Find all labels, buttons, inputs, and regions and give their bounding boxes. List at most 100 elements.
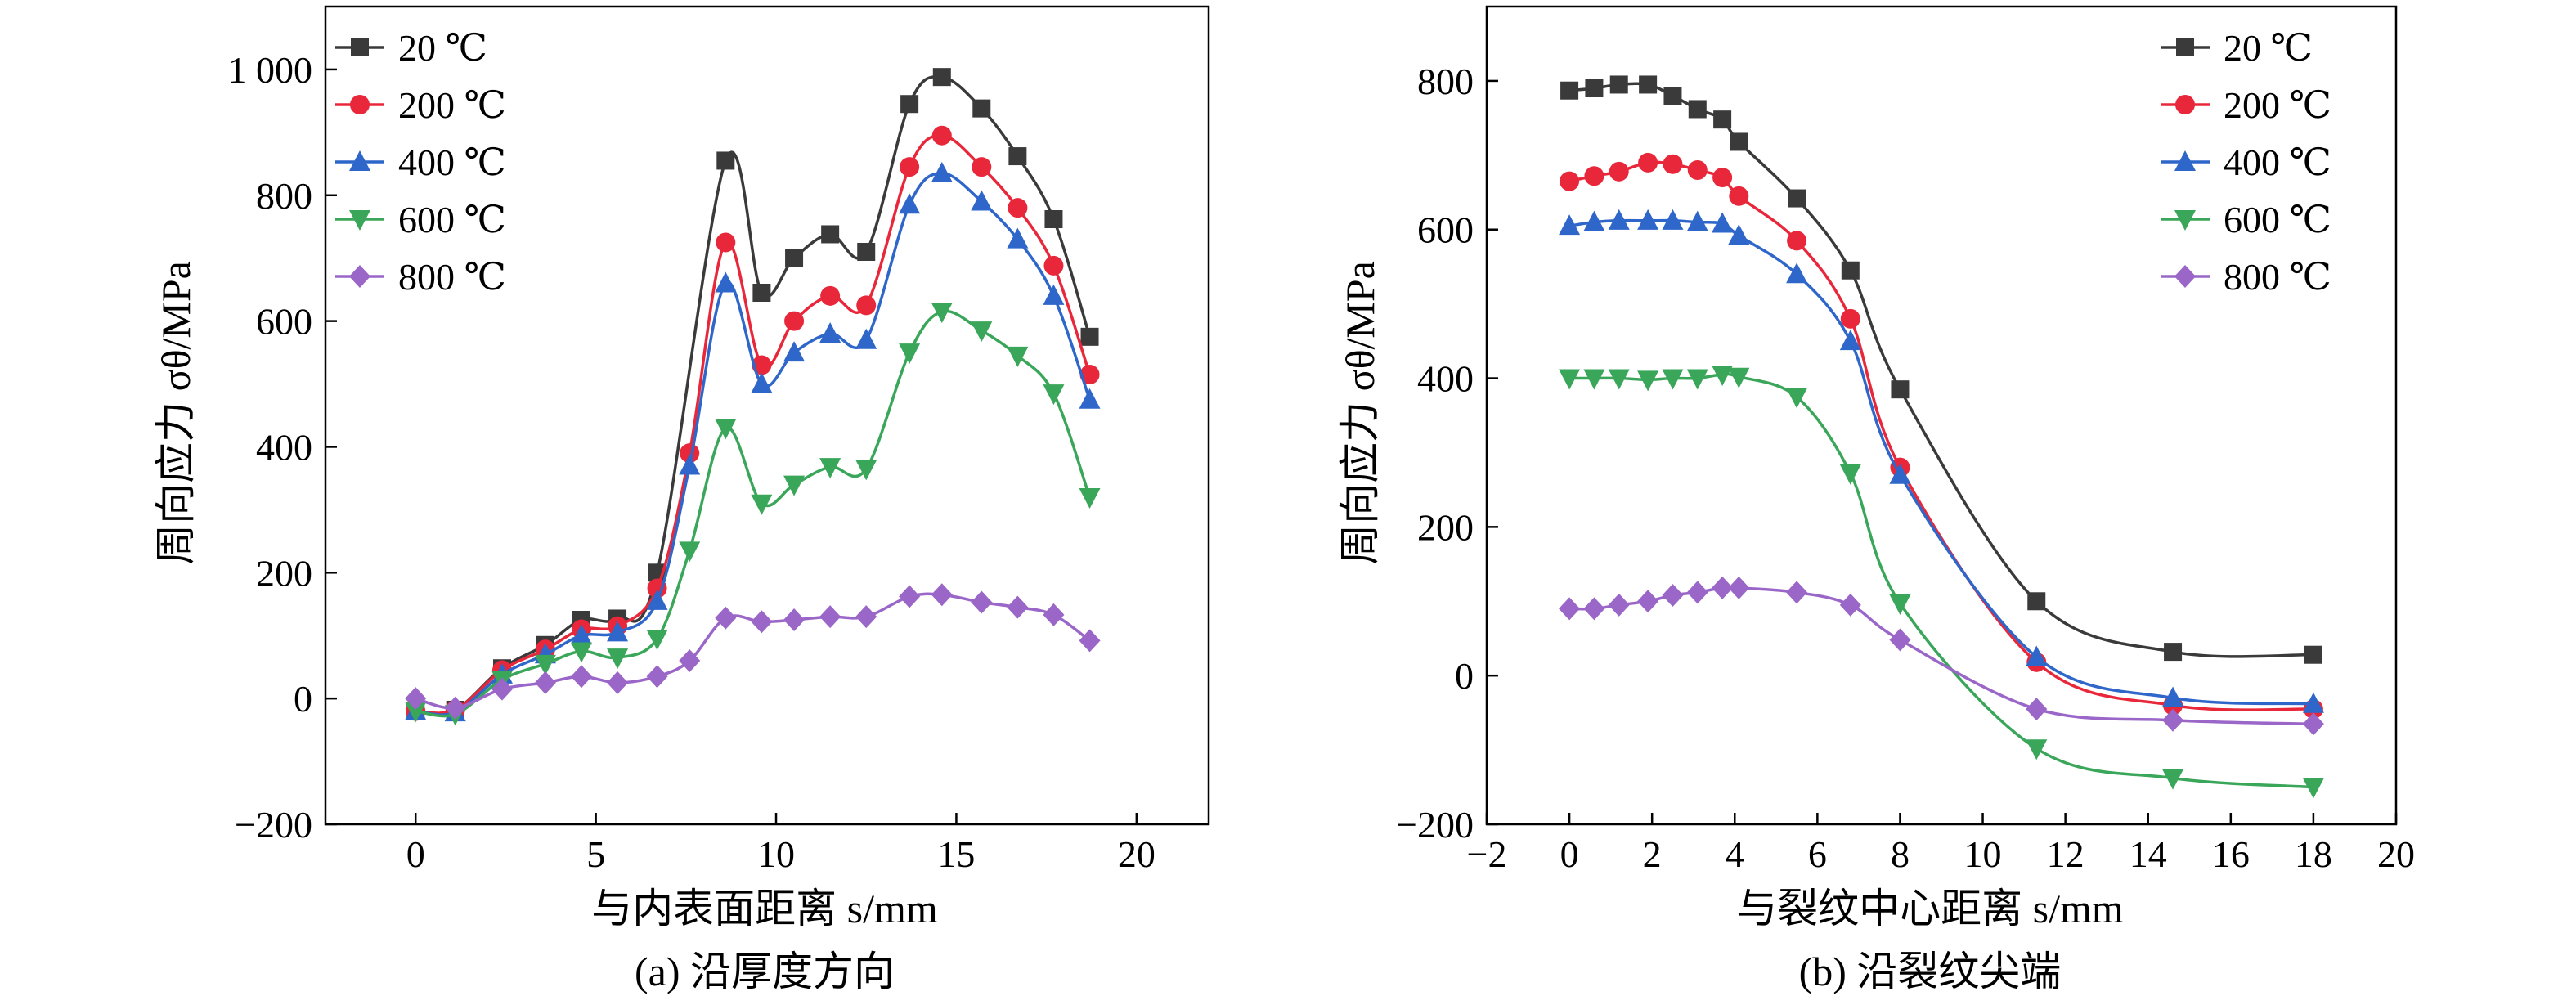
chart-a-data-point — [1044, 210, 1063, 228]
chart-b-legend-label: 600 ℃ — [2224, 199, 2331, 240]
chart-a-data-point — [1043, 384, 1065, 406]
chart-b-x-tick-label: 2 — [1643, 833, 1662, 875]
chart-b-legend-marker — [2174, 150, 2196, 171]
chart-b-x-tick-label: 10 — [1964, 833, 2002, 875]
chart-a-data-point — [900, 95, 919, 114]
chart-a-y-axis-title: 周向应力 σθ/MPa — [153, 261, 199, 565]
chart-a-data-point — [972, 157, 992, 177]
chart-a-data-point — [1008, 147, 1027, 166]
chart-b-caption: (b) 沿裂纹尖端 — [1799, 949, 2062, 994]
chart-a-legend-marker — [351, 38, 369, 56]
chart-a-y-tick-label: −200 — [235, 804, 312, 846]
chart-a-data-point — [972, 99, 991, 118]
chart-b-x-tick-label: 16 — [2212, 833, 2250, 875]
chart-b-series-3 — [1559, 366, 2324, 799]
chart-b-y-tick-label: 200 — [1417, 506, 1474, 548]
chart-a-data-point — [819, 458, 841, 479]
chart-a-data-point — [405, 687, 427, 711]
chart-b-data-point — [2026, 698, 2048, 721]
chart-a-data-point — [570, 665, 592, 689]
chart-b-series-line — [1569, 586, 2313, 726]
chart-b-data-point — [1841, 261, 1860, 280]
chart-a-data-point — [931, 161, 953, 182]
chart-a-legend-label: 800 ℃ — [398, 256, 506, 298]
chart-b-legend-entry: 400 ℃ — [2161, 141, 2331, 183]
chart-b-data-point — [2162, 708, 2184, 732]
chart-b-y-tick-label: 800 — [1417, 61, 1474, 102]
chart-b-data-point — [1637, 370, 1659, 392]
chart-a-data-point — [752, 284, 771, 302]
chart-b-data-point — [1839, 593, 1861, 617]
chart-b-legend-label: 800 ℃ — [2224, 256, 2331, 298]
chart-a-y-tick-label: 1 000 — [228, 49, 313, 91]
chart-a-data-point — [1007, 227, 1029, 249]
chart-b-x-tick-label: 4 — [1726, 833, 1744, 875]
chart-b-data-point — [2302, 778, 2324, 799]
chart-a-data-point — [1079, 488, 1101, 509]
chart-b-legend-entry: 20 ℃ — [2161, 27, 2313, 69]
chart-b-series-line — [1569, 372, 2314, 789]
chart-a-data-point — [856, 295, 877, 316]
chart-a-legend-label: 400 ℃ — [398, 141, 506, 183]
chart-a-data-point — [716, 232, 736, 253]
chart-b-plot-frame — [1485, 5, 2398, 826]
chart-b-data-point — [1585, 79, 1604, 97]
chart-a-data-point — [716, 151, 735, 170]
chart-b-data-point — [1637, 209, 1659, 230]
chart-a-x-axis-title: 与内表面距离 s/mm — [591, 886, 938, 931]
chart-b-legend-label: 20 ℃ — [2224, 27, 2313, 69]
chart-a-series-line — [415, 133, 1092, 715]
chart-b-data-point — [1559, 369, 1581, 390]
chart-b-y-tick-label: 0 — [1455, 655, 1474, 697]
chart-b-data-point — [1662, 369, 1684, 390]
chart-a-x-tick-label: 0 — [406, 833, 425, 875]
chart-a-legend-entry: 800 ℃ — [335, 256, 506, 298]
chart-b-data-point — [2164, 643, 2183, 662]
chart-a-data-point — [607, 621, 629, 642]
chart-b-data-point — [1728, 576, 1750, 599]
chart-b-data-point — [1786, 388, 1808, 409]
chart-a-data-point — [607, 648, 629, 670]
chart-a-data-point — [857, 243, 876, 261]
chart-a-data-point — [855, 460, 877, 481]
chart-a-data-point — [1079, 365, 1100, 384]
chart-b-legend-marker — [2176, 38, 2194, 56]
chart-a-data-point — [1080, 327, 1099, 346]
chart-a-data-point — [971, 590, 993, 614]
chart-a-data-point — [679, 649, 701, 672]
chart-a-x-tick-label: 15 — [937, 833, 975, 875]
chart-b-x-axis-title: 与裂纹中心距离 s/mm — [1736, 886, 2124, 931]
chart-b-data-point — [1891, 380, 1910, 399]
chart-b-legend-entry: 600 ℃ — [2161, 199, 2331, 240]
chart-b-data-point — [1559, 597, 1581, 621]
chart-b-data-point — [1786, 262, 1808, 284]
chart-b-x-tick-label: 8 — [1891, 833, 1910, 875]
chart-a-data-point — [534, 671, 556, 694]
chart-a-y-tick-label: 200 — [256, 552, 312, 594]
chart-a-data-point — [444, 696, 466, 720]
chart-b-data-point — [1560, 171, 1580, 191]
chart-a-y-tick-label: 800 — [256, 175, 312, 217]
chart-b-data-point — [2304, 645, 2322, 664]
chart-a-data-point — [821, 225, 840, 244]
chart-b-series-0 — [1560, 75, 2322, 664]
chart-a-legend-label: 20 ℃ — [398, 27, 487, 69]
chart-b-y-axis-title: 周向应力 σθ/MPa — [1337, 261, 1383, 565]
chart-b-data-point — [2026, 739, 2048, 760]
chart-panel-a: (a) 沿厚度方向 与内表面距离 s/mm 周向应力 σθ/MPa 0 5 10 15… — [153, 5, 1210, 994]
chart-a-legend-marker — [349, 150, 370, 171]
chart-b-data-point — [1730, 132, 1748, 151]
chart-a-data-point — [1008, 198, 1028, 218]
chart-b-data-point — [1559, 214, 1581, 236]
chart-b-data-point — [1583, 210, 1605, 231]
chart-b-data-point — [1638, 152, 1658, 173]
chart-a-series-4 — [405, 583, 1101, 720]
chart-b-data-point — [1583, 597, 1605, 621]
chart-a-data-point — [1043, 255, 1064, 276]
chart-a-data-point — [646, 665, 668, 689]
chart-a-x-tick-label: 5 — [586, 833, 605, 875]
chart-a-data-point — [679, 454, 701, 475]
chart-a-x-tick-label: 20 — [1118, 833, 1156, 875]
chart-b-data-point — [2162, 769, 2184, 790]
chart-b-data-point — [1839, 464, 1861, 485]
